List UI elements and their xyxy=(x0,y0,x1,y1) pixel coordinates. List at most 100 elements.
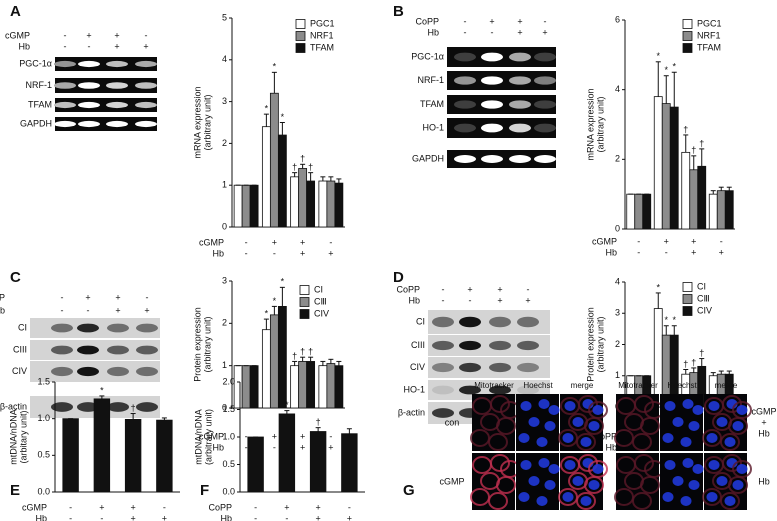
nucleus xyxy=(544,480,556,490)
condition-sign: - xyxy=(69,502,72,512)
significance-mark: * xyxy=(281,277,285,287)
bar xyxy=(681,151,691,230)
blot-band xyxy=(107,345,129,355)
blot-row-label: CIII xyxy=(411,340,425,350)
blot-band xyxy=(459,316,481,328)
blot-band xyxy=(54,60,76,68)
y-tick-label: 3 xyxy=(222,96,227,106)
blot-band xyxy=(509,76,531,85)
legend-label: TFAM xyxy=(697,42,721,52)
condition-name: Hb xyxy=(605,247,617,257)
blot-band xyxy=(534,52,556,62)
error-bar xyxy=(271,305,277,315)
legend-label: CIV xyxy=(314,308,329,318)
nucleus xyxy=(708,401,720,411)
error-bar xyxy=(284,410,290,414)
bar xyxy=(249,365,259,409)
nucleus xyxy=(588,480,600,490)
significance-mark: † xyxy=(300,154,305,164)
error-bar xyxy=(315,427,321,432)
condition-sign: - xyxy=(527,284,530,294)
significance-mark: * xyxy=(273,62,277,72)
condition-sign: - xyxy=(245,248,248,258)
nucleus xyxy=(706,433,718,443)
nucleus xyxy=(564,460,576,470)
blot-band xyxy=(517,362,539,373)
blot-row-label: GAPDH xyxy=(20,118,52,128)
error-bar xyxy=(99,395,105,399)
condition-sign: + xyxy=(162,513,167,521)
blot-band xyxy=(517,385,539,395)
error-bar xyxy=(328,176,334,182)
mito-signal xyxy=(490,454,510,472)
y-axis-label: (arbitary unit) xyxy=(18,410,28,463)
blot-band xyxy=(454,100,476,109)
bar xyxy=(290,176,300,228)
blot-row-label: GAPDH xyxy=(412,153,444,163)
mito-signal xyxy=(576,433,596,451)
legend-label: CⅢ xyxy=(314,296,327,306)
condition-sign: + xyxy=(85,292,90,302)
nucleus xyxy=(518,433,530,443)
blot-band xyxy=(509,155,531,163)
error-bar xyxy=(683,369,689,375)
significance-mark: * xyxy=(664,65,668,75)
condition-sign: + xyxy=(517,27,522,37)
nucleus xyxy=(662,492,674,502)
significance-mark: † xyxy=(691,357,696,367)
condition-name: cGMP xyxy=(22,502,47,512)
blot-band xyxy=(517,316,539,328)
bar xyxy=(716,190,726,230)
condition-sign: - xyxy=(273,248,276,258)
row-label: con xyxy=(445,417,460,427)
bar xyxy=(62,418,79,493)
nucleus xyxy=(548,405,560,415)
blot-band xyxy=(489,316,511,328)
blot-band xyxy=(106,101,128,109)
condition-name: cGMP xyxy=(199,237,224,247)
legend-swatch xyxy=(295,31,306,41)
condition-name: Hb xyxy=(18,41,30,51)
condition-sign: + xyxy=(691,236,696,246)
bar xyxy=(626,193,636,230)
y-tick-label: 0.5 xyxy=(37,450,50,460)
blot-band xyxy=(432,340,454,351)
column-label: Mitotracker xyxy=(618,381,658,390)
nucleus xyxy=(716,417,728,427)
y-axis-label: Protein expression xyxy=(585,307,595,382)
mito-signal xyxy=(634,454,654,472)
bar xyxy=(642,193,652,230)
error-bar xyxy=(710,372,716,376)
condition-sign: - xyxy=(464,27,467,37)
y-axis-label: mRNA expression xyxy=(585,88,595,160)
condition-sign: - xyxy=(665,247,668,257)
blot-band xyxy=(136,345,158,355)
y-axis-label: (arbitrary unit) xyxy=(203,409,213,465)
blot-band xyxy=(107,402,129,412)
legend-label: NRF1 xyxy=(697,30,721,40)
blot-row-label: HO-1 xyxy=(403,384,425,394)
blot-band xyxy=(78,60,100,68)
bar xyxy=(261,329,271,409)
condition-sign: - xyxy=(61,292,64,302)
condition-name: cGMP xyxy=(5,30,30,40)
blot-band xyxy=(432,362,454,373)
nucleus xyxy=(706,492,718,502)
blot-band xyxy=(135,101,157,109)
mito-signal xyxy=(634,395,654,413)
condition-sign: - xyxy=(491,27,494,37)
blot-band xyxy=(77,402,99,412)
nucleus xyxy=(548,464,560,474)
blot-band xyxy=(135,82,157,89)
condition-sign: - xyxy=(64,41,67,51)
mito-signal xyxy=(632,433,652,451)
nucleus xyxy=(682,458,694,468)
nucleus xyxy=(664,401,676,411)
blot-row-label: CIII xyxy=(13,344,27,354)
y-tick-label: 2.0 xyxy=(222,376,235,386)
nucleus xyxy=(588,421,600,431)
blot-band xyxy=(136,366,158,377)
error-bar xyxy=(292,172,298,177)
blot-band xyxy=(51,323,73,333)
error-bar xyxy=(320,176,326,182)
